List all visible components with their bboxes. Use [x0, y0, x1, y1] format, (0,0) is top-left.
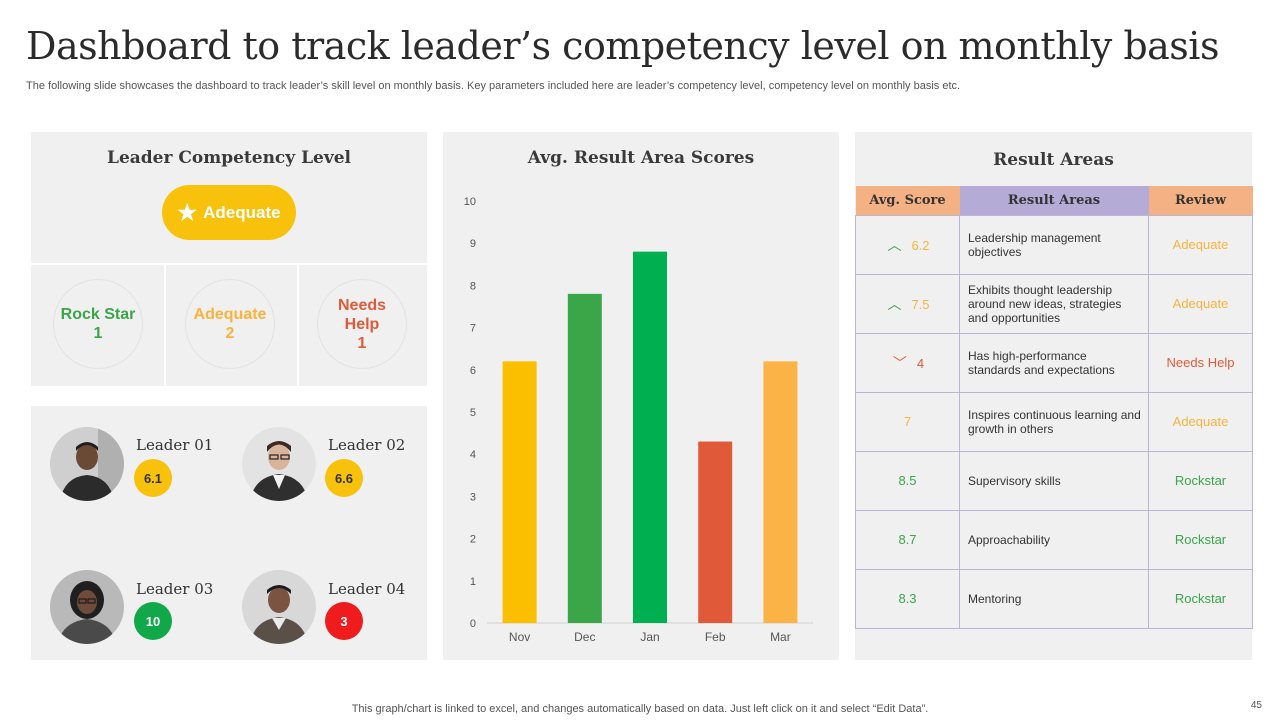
divider [297, 263, 299, 386]
review-cell: Needs Help [1148, 332, 1253, 393]
rock-star-label: Rock Star [60, 306, 136, 323]
y-tick-label: 4 [470, 449, 476, 461]
bar-nov [502, 361, 537, 623]
competency-title: Leader Competency Level [106, 148, 352, 168]
leader-01-avatar [50, 427, 124, 501]
y-tick-label: 7 [470, 323, 476, 335]
y-tick-label: 0 [470, 618, 476, 630]
score-cell: ﹀ 4 [855, 332, 960, 393]
table-row: ︿ 6.2 Leadership management objectives Ad… [855, 214, 1253, 275]
score-cell: 8.7 [855, 509, 960, 570]
divider [31, 263, 427, 265]
chart-title: Avg. Result Area Scores [527, 148, 755, 168]
needs-help-badge: Needs Help 1 [317, 279, 407, 369]
trend-down-icon: ﹀ [892, 354, 907, 371]
leader-03-score: 10 [134, 602, 172, 640]
leader-01-name: Leader 01 [136, 436, 214, 454]
score-cell: 8.5 [855, 450, 960, 511]
result-areas-panel: Result Areas Avg. Score Result Areas Rev… [855, 132, 1253, 660]
y-tick-label: 6 [470, 365, 476, 377]
score-value: 4 [916, 355, 925, 371]
score-cell: 7 [855, 391, 960, 452]
bar-mar [763, 361, 798, 623]
score-cell: ︿ 7.5 [855, 273, 960, 334]
table-row: ︿ 7.5 Exhibits thought leadership around … [855, 273, 1253, 334]
page-title: Dashboard to track leader’s competency l… [26, 24, 1219, 68]
y-tick-label: 2 [470, 534, 476, 546]
header-result-areas: Result Areas [959, 186, 1149, 215]
area-cell: Leadership management objectives [959, 214, 1149, 275]
leaders-panel: Leader 01 6.1 Leader 02 6.6 Leader 03 10 [31, 406, 427, 660]
review-cell: Rockstar [1148, 509, 1253, 570]
x-tick-label: Jan [640, 630, 659, 644]
area-cell: Approachability [959, 509, 1149, 570]
area-cell: Has high-performance standards and expec… [959, 332, 1149, 393]
table-row: 8.7 Approachability Rockstar [855, 509, 1253, 570]
x-tick-label: Nov [509, 630, 530, 644]
x-tick-label: Mar [770, 630, 791, 644]
review-cell: Adequate [1148, 391, 1253, 452]
leader-04-name: Leader 04 [328, 580, 406, 598]
review-cell: Rockstar [1148, 450, 1253, 511]
table-row: 8.5 Supervisory skills Rockstar [855, 450, 1253, 511]
adequate-badge: Adequate 2 [185, 279, 275, 369]
leader-02-avatar [242, 427, 316, 501]
bar-feb [698, 441, 733, 623]
leader-04-score: 3 [325, 602, 363, 640]
header-review: Review [1148, 186, 1253, 215]
score-value: 6.2 [911, 237, 930, 253]
leader-02-score: 6.6 [325, 459, 363, 497]
overall-level-pill: ★ Adequate [162, 185, 296, 240]
score-cell: ︿ 6.2 [855, 214, 960, 275]
review-cell: Adequate [1148, 214, 1253, 275]
footer-note: This graph/chart is linked to excel, and… [351, 703, 929, 715]
y-tick-label: 10 [464, 196, 476, 208]
needs-help-count: 1 [357, 334, 367, 352]
leader-03-name: Leader 03 [136, 580, 214, 598]
score-cell: 8.3 [855, 568, 960, 629]
y-tick-label: 1 [470, 576, 476, 588]
y-tick-label: 3 [470, 491, 476, 503]
score-value: 7.5 [911, 296, 930, 312]
table-row: 7 Inspires continuous learning and growt… [855, 391, 1253, 452]
area-cell: Mentoring [959, 568, 1149, 629]
needs-help-label: Needs Help [337, 296, 387, 333]
rock-star-badge: Rock Star 1 [53, 279, 143, 369]
header-avg-score: Avg. Score [855, 186, 960, 215]
result-areas-title: Result Areas [993, 150, 1114, 170]
bar-chart: 0 1 2 3 4 5 6 7 8 9 10 Nov Dec Jan Feb Mar [464, 196, 813, 644]
y-tick-label: 8 [470, 280, 476, 292]
table-header-row: Avg. Score Result Areas Review [855, 186, 1253, 215]
leader-03-avatar [50, 570, 124, 644]
leader-01-score: 6.1 [134, 459, 172, 497]
bar-dec [567, 293, 602, 623]
y-tick-label: 9 [470, 238, 476, 250]
page-number: 45 [1250, 700, 1262, 711]
chart-panel: Avg. Result Area Scores 0 1 2 3 4 5 6 7 8 9 10 Nov D… [443, 132, 839, 660]
leader-02-name: Leader 02 [328, 436, 406, 454]
trend-up-icon: ︿ [887, 295, 902, 312]
bar-jan [633, 251, 667, 623]
overall-level-label: Adequate [203, 202, 281, 222]
x-tick-label: Dec [574, 630, 595, 644]
rock-star-count: 1 [93, 325, 103, 342]
divider [164, 263, 166, 386]
x-tick-label: Feb [705, 630, 726, 644]
page-subtitle: The following slide showcases the dashbo… [26, 80, 961, 92]
area-cell: Supervisory skills [959, 450, 1149, 511]
result-areas-table: Avg. Score Result Areas Review ︿ 6.2 Lead… [855, 186, 1253, 629]
leader-04-avatar [242, 570, 316, 644]
competency-panel: Leader Competency Level ★ Adequate Rock … [31, 132, 427, 386]
area-cell: Inspires continuous learning and growth … [959, 391, 1149, 452]
adequate-count: 2 [225, 325, 235, 342]
review-cell: Rockstar [1148, 568, 1253, 629]
area-cell: Exhibits thought leadership around new i… [959, 273, 1149, 334]
table-row: ﹀ 4 Has high-performance standards and ex… [855, 332, 1253, 393]
table-row: 8.3 Mentoring Rockstar [855, 568, 1253, 629]
review-cell: Adequate [1148, 273, 1253, 334]
trend-up-icon: ︿ [887, 236, 902, 253]
star-icon: ★ [177, 199, 198, 225]
y-tick-label: 5 [470, 407, 476, 419]
adequate-label: Adequate [193, 306, 267, 323]
